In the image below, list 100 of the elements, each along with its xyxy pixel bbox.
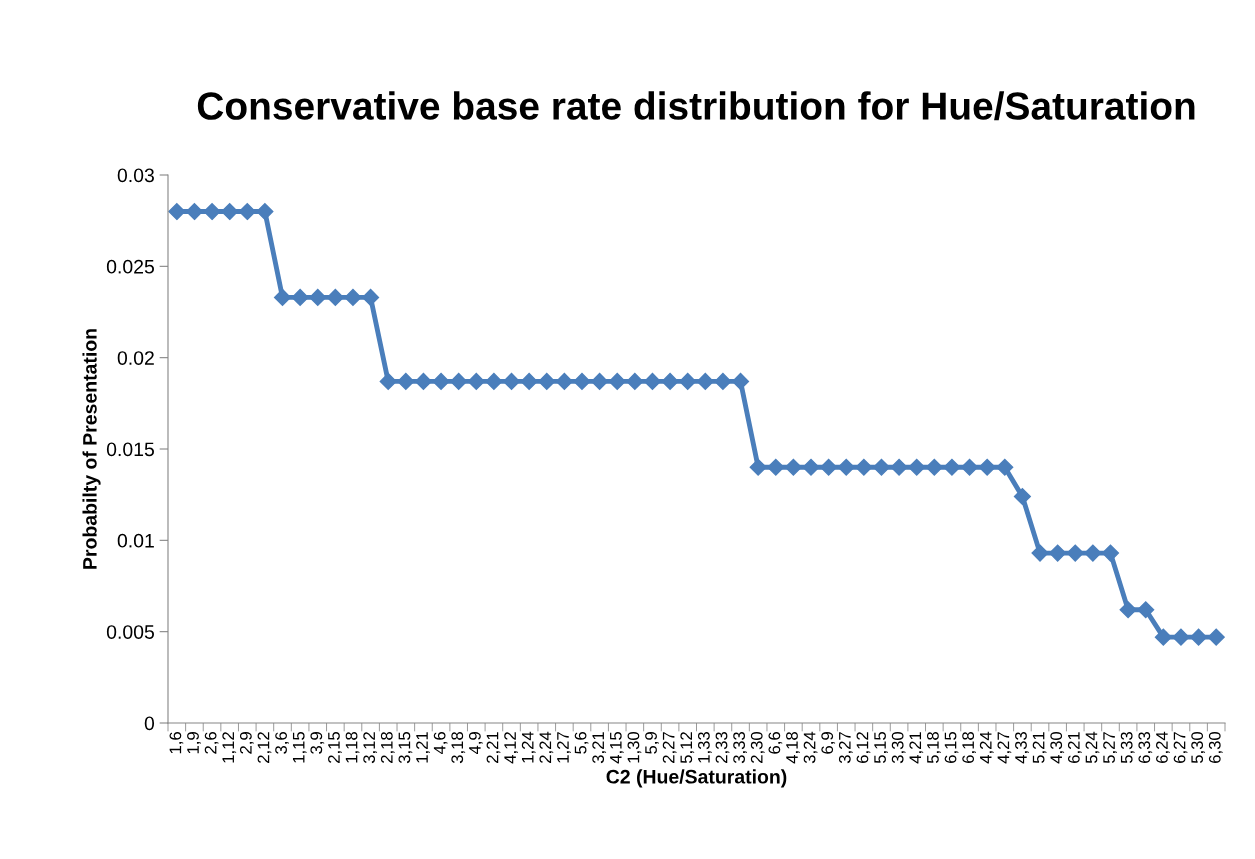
point — [379, 372, 397, 390]
x-tick-label: 6,24 — [1156, 731, 1170, 763]
y-tick-label: 0 — [144, 716, 155, 731]
point — [344, 288, 362, 306]
x-tick-label: 2,15 — [328, 732, 342, 763]
x-tick-label: 3,15 — [398, 732, 413, 764]
point — [784, 458, 802, 476]
point — [943, 458, 961, 476]
point — [397, 372, 415, 390]
x-tick-label: 4,27 — [997, 732, 1012, 764]
x-tick-label: 1,24 — [521, 731, 536, 763]
x-tick-label: 4,30 — [1050, 731, 1065, 764]
chart-title: Conservative base rate distribution for Hue/Saturation — [197, 91, 1195, 121]
x-tick-label: 1,15 — [292, 732, 307, 763]
y-tick-label: 0.005 — [106, 625, 154, 639]
x-tick-label: 4,24 — [979, 731, 994, 764]
x-tick-label: 3,12 — [363, 732, 378, 764]
point — [890, 458, 908, 476]
point — [820, 458, 838, 476]
x-tick-label: 1,33 — [697, 732, 712, 763]
x-tick-label: 5,15 — [874, 732, 888, 764]
x-tick-label: 6,15 — [944, 732, 959, 763]
x-tick-label: 5,6 — [574, 732, 589, 754]
x-tick-label: 4,21 — [909, 732, 924, 764]
x-axis-title: C2 (Hue/Saturation) — [606, 769, 787, 788]
y-tick-label: 0.01 — [117, 533, 154, 548]
x-tick-label: 4,6 — [433, 732, 448, 755]
point — [1084, 544, 1102, 562]
x-tick-label: 2,21 — [486, 732, 501, 763]
y-axis-title: Probabilty of Presentation — [82, 329, 101, 569]
point — [996, 458, 1014, 476]
point — [1154, 628, 1172, 646]
x-tick-label: 3,9 — [310, 732, 325, 754]
point — [1207, 628, 1225, 646]
point — [502, 372, 521, 390]
x-tick-label: 1,30 — [627, 731, 642, 763]
x-tick-label: 3,30 — [891, 731, 906, 764]
point — [1119, 601, 1137, 619]
point — [661, 372, 679, 390]
point — [731, 372, 750, 390]
point — [326, 288, 344, 306]
x-tick-label: 5,27 — [1103, 732, 1117, 764]
point — [643, 372, 662, 390]
x-tick-label: 5,18 — [927, 732, 941, 764]
point — [450, 372, 468, 390]
x-tick-label: 5,30 — [1191, 731, 1206, 764]
point — [1066, 544, 1084, 562]
x-tick-label: 2,33 — [715, 732, 730, 763]
point — [573, 372, 591, 390]
point — [485, 372, 503, 390]
point — [714, 372, 732, 390]
x-tick-label: 5,33 — [1120, 732, 1135, 764]
x-tick-label: 4,18 — [786, 732, 800, 764]
point — [696, 372, 714, 390]
x-tick-label: 6,9 — [821, 732, 836, 754]
point — [362, 288, 380, 306]
point — [414, 372, 432, 390]
point — [626, 372, 644, 390]
x-tick-label: 2,12 — [257, 732, 272, 763]
x-tick-label: 5,24 — [1085, 731, 1100, 764]
x-tick-label: 6,33 — [1138, 732, 1153, 763]
point — [608, 372, 626, 390]
point — [1101, 544, 1120, 562]
x-tick-label: 1,12 — [222, 732, 237, 763]
x-tick-label: 3,18 — [451, 732, 466, 764]
x-tick-label: 6,27 — [1173, 732, 1188, 763]
point — [538, 372, 556, 390]
point — [908, 458, 926, 476]
point — [1190, 628, 1208, 646]
x-tick-label: 2,27 — [662, 732, 677, 763]
x-tick-label: 4,15 — [610, 732, 624, 764]
y-tick-label: 0.03 — [117, 168, 154, 183]
point — [467, 372, 485, 390]
y-tick-label: 0.015 — [106, 442, 154, 457]
x-tick-label: 3,24 — [803, 731, 818, 764]
point — [837, 458, 855, 476]
x-tick-label: 4,9 — [468, 732, 483, 755]
point — [591, 372, 609, 390]
x-tick-label: 2,9 — [239, 732, 254, 754]
point — [1049, 544, 1067, 562]
point — [256, 202, 274, 221]
point — [872, 458, 891, 476]
point — [749, 458, 767, 476]
x-tick-label: 3,21 — [592, 732, 607, 764]
x-tick-label: 1,21 — [416, 732, 430, 763]
y-tick-label: 0.02 — [117, 351, 154, 365]
point — [309, 288, 327, 306]
x-tick-label: 6,12 — [856, 732, 871, 763]
point — [520, 372, 538, 390]
x-tick-label: 2,6 — [204, 732, 219, 754]
x-tick-label: 3,27 — [838, 732, 853, 764]
point — [555, 372, 573, 390]
point — [1013, 487, 1031, 506]
point — [978, 458, 996, 476]
point — [1172, 628, 1190, 646]
x-tick-label: 4,33 — [1015, 732, 1029, 764]
y-tick-label: 0.025 — [106, 259, 154, 274]
x-tick-label: 5,9 — [645, 732, 659, 754]
x-tick-label: 6,6 — [768, 732, 783, 754]
point — [679, 372, 697, 390]
